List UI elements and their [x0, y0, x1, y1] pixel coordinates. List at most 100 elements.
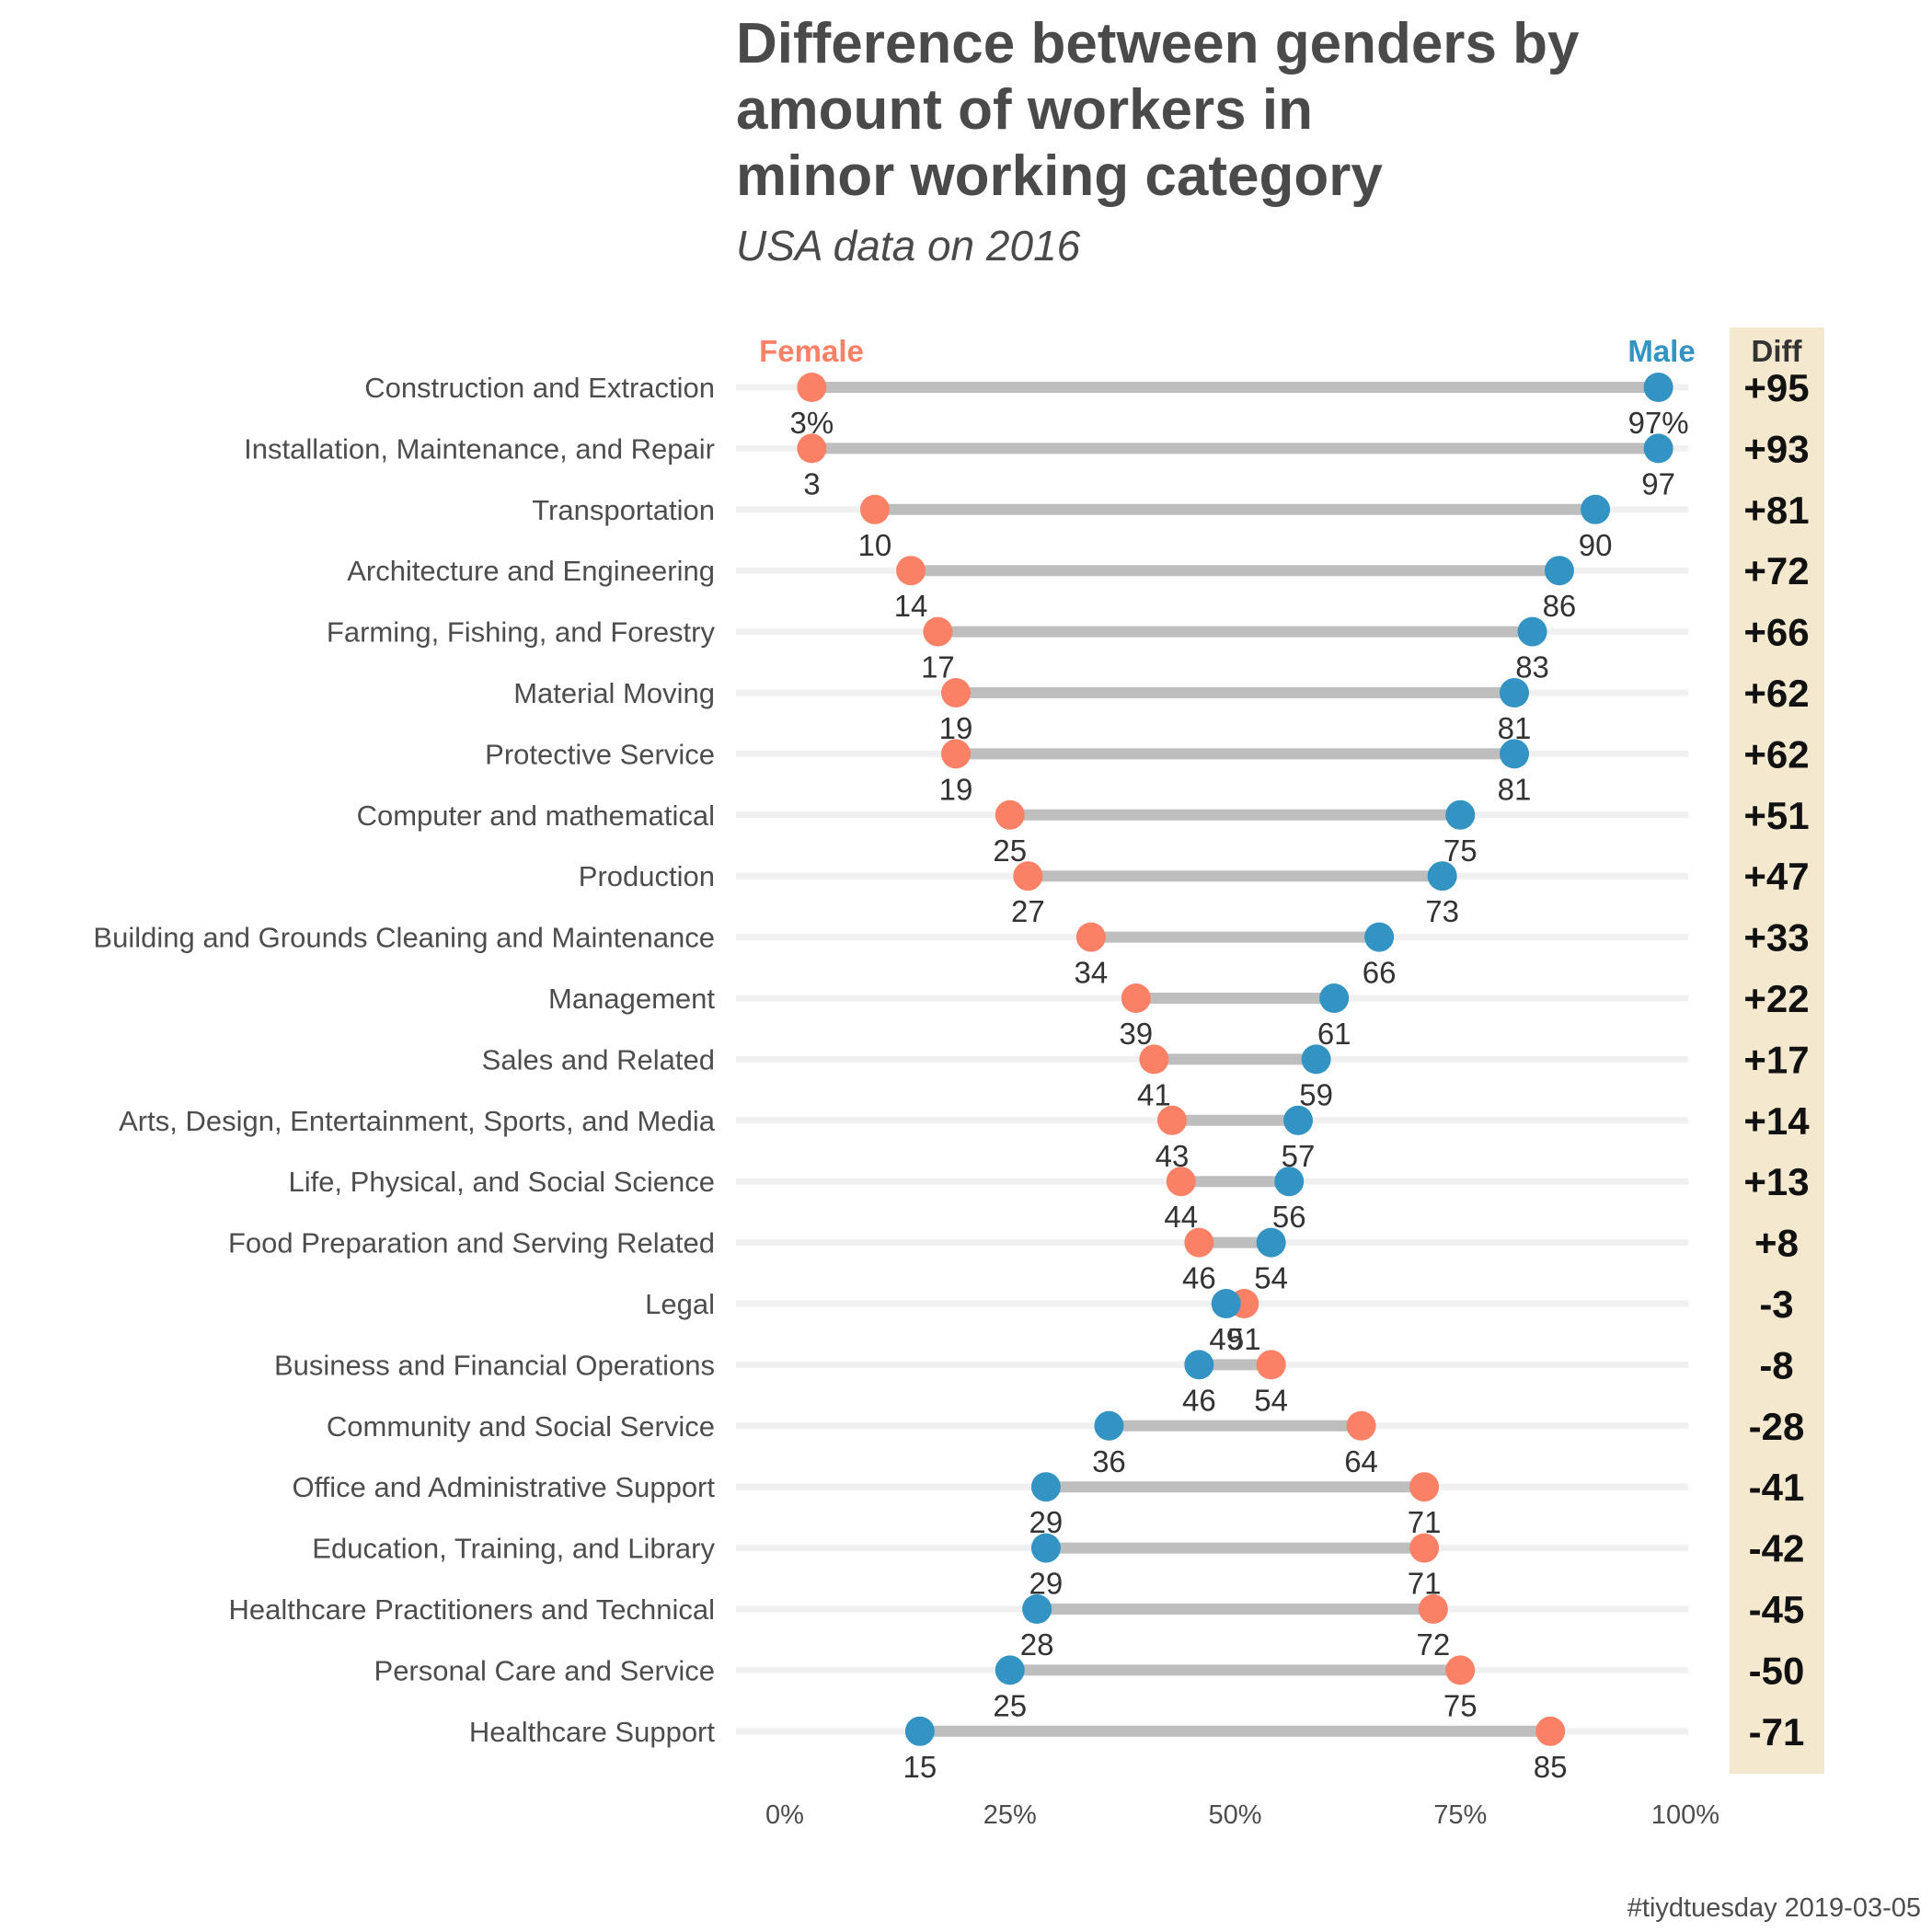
- category-label: Production: [579, 860, 715, 892]
- female-point: [1166, 1167, 1196, 1197]
- category-label: Computer and mathematical: [357, 799, 715, 832]
- female-point: [995, 799, 1025, 830]
- category-label: Farming, Fishing, and Forestry: [327, 616, 716, 649]
- female-point: [941, 739, 972, 769]
- female-value-label: 3%: [790, 406, 834, 440]
- male-value-label: 83: [1515, 650, 1549, 684]
- chart-subtitle: USA data on 2016: [736, 222, 1081, 270]
- diff-value: +47: [1743, 855, 1809, 898]
- title-line-1: Difference between genders by: [736, 12, 1580, 75]
- category-label: Material Moving: [513, 677, 715, 709]
- category-label: Installation, Maintenance, and Repair: [244, 432, 715, 465]
- category-label: Arts, Design, Entertainment, Sports, and…: [119, 1105, 716, 1137]
- diff-value: +66: [1743, 611, 1809, 654]
- diff-value: -50: [1749, 1649, 1805, 1692]
- category-label: Building and Grounds Cleaning and Mainte…: [93, 922, 715, 954]
- dumbbell-segments: [811, 382, 1659, 1737]
- diff-value: -41: [1749, 1466, 1805, 1509]
- male-point: [1364, 922, 1395, 952]
- male-value-label: 81: [1498, 711, 1532, 745]
- title-line-3: minor working category: [736, 144, 1383, 208]
- category-label: Architecture and Engineering: [347, 555, 715, 587]
- male-point: [1499, 678, 1529, 707]
- female-value-label: 10: [858, 528, 892, 562]
- category-label: Management: [548, 983, 715, 1015]
- female-value-label: 71: [1408, 1567, 1442, 1601]
- male-point: [1301, 1044, 1331, 1075]
- female-value-label: 41: [1137, 1077, 1171, 1111]
- x-tick-label: 0%: [765, 1800, 804, 1830]
- male-value-label: 49: [1209, 1322, 1243, 1356]
- male-point: [1499, 739, 1529, 769]
- male-point: [1022, 1594, 1052, 1624]
- category-label: Office and Administrative Support: [292, 1471, 715, 1503]
- caption: #tiydtuesday 2019-03-05: [1627, 1893, 1921, 1923]
- female-point: [896, 556, 926, 586]
- diff-value: +8: [1754, 1222, 1799, 1265]
- diff-value: +95: [1743, 366, 1809, 409]
- category-label: Legal: [645, 1288, 715, 1320]
- x-axis-ticks: 0% 25% 50% 75% 100%: [765, 1800, 1719, 1830]
- male-point: [1211, 1289, 1241, 1318]
- category-label: Sales and Related: [482, 1043, 715, 1075]
- male-value-label: 54: [1254, 1261, 1288, 1295]
- female-point: [797, 433, 827, 464]
- female-point: [1121, 983, 1151, 1013]
- male-value-label: 90: [1579, 528, 1613, 562]
- female-point: [1445, 1655, 1476, 1685]
- diff-value: -42: [1749, 1527, 1805, 1570]
- diff-labels: +95 +93 +81 +72 +66 +62 +62 +51 +47 +33 +22 +17 +14 +…: [1743, 366, 1810, 1754]
- diff-value: +33: [1743, 916, 1809, 960]
- x-tick-label: 75%: [1433, 1800, 1487, 1830]
- male-point: [1274, 1167, 1305, 1197]
- female-point: [1013, 861, 1043, 891]
- male-value-label: 97%: [1628, 406, 1689, 440]
- diff-value: +17: [1743, 1038, 1809, 1081]
- diff-value: -45: [1749, 1588, 1805, 1631]
- x-tick-label: 25%: [983, 1800, 1037, 1830]
- female-value-label: 34: [1075, 956, 1109, 990]
- female-point: [1418, 1594, 1448, 1624]
- x-tick-label: 50%: [1208, 1800, 1261, 1830]
- male-value-label: 29: [1029, 1567, 1064, 1601]
- female-point: [923, 616, 953, 647]
- male-point: [1544, 556, 1574, 586]
- diff-value: +93: [1743, 427, 1809, 470]
- category-label: Business and Financial Operations: [274, 1349, 715, 1381]
- male-point: [1643, 433, 1673, 464]
- male-point: [1427, 861, 1457, 891]
- male-value-label: 73: [1425, 894, 1459, 928]
- female-point: [941, 678, 972, 707]
- male-point: [995, 1655, 1025, 1685]
- male-point: [1184, 1350, 1214, 1380]
- diff-value: +62: [1743, 732, 1809, 776]
- male-point: [1643, 373, 1673, 402]
- diff-value: +62: [1743, 672, 1809, 715]
- category-label: Education, Training, and Library: [312, 1533, 715, 1565]
- female-value-label: 51: [1227, 1322, 1261, 1356]
- female-point: [797, 373, 827, 402]
- male-value-label: 15: [903, 1750, 937, 1784]
- female-value-label: 54: [1254, 1383, 1288, 1417]
- male-point: [1517, 616, 1547, 647]
- female-value-label: 25: [993, 834, 1027, 868]
- female-value-label: 27: [1011, 894, 1045, 928]
- category-label: Healthcare Practitioners and Technical: [229, 1593, 715, 1626]
- diff-panel: [1730, 328, 1824, 1774]
- male-point: [1094, 1410, 1124, 1441]
- female-value-label: 14: [894, 589, 928, 623]
- male-value-label: 86: [1543, 589, 1577, 623]
- category-label: Community and Social Service: [327, 1410, 715, 1443]
- male-value-label: 29: [1029, 1505, 1064, 1539]
- chart-title: Difference between genders by amount of …: [736, 12, 1580, 208]
- female-point: [859, 494, 890, 524]
- category-label: Transportation: [532, 494, 715, 526]
- male-value-label: 59: [1299, 1077, 1333, 1111]
- female-point: [1075, 922, 1106, 952]
- diff-value: +81: [1743, 489, 1809, 532]
- legend-male: Male: [1627, 334, 1695, 368]
- female-value-label: 75: [1443, 1688, 1478, 1722]
- diff-value: +72: [1743, 549, 1809, 592]
- female-point: [1156, 1105, 1187, 1135]
- diff-value: +13: [1743, 1160, 1809, 1203]
